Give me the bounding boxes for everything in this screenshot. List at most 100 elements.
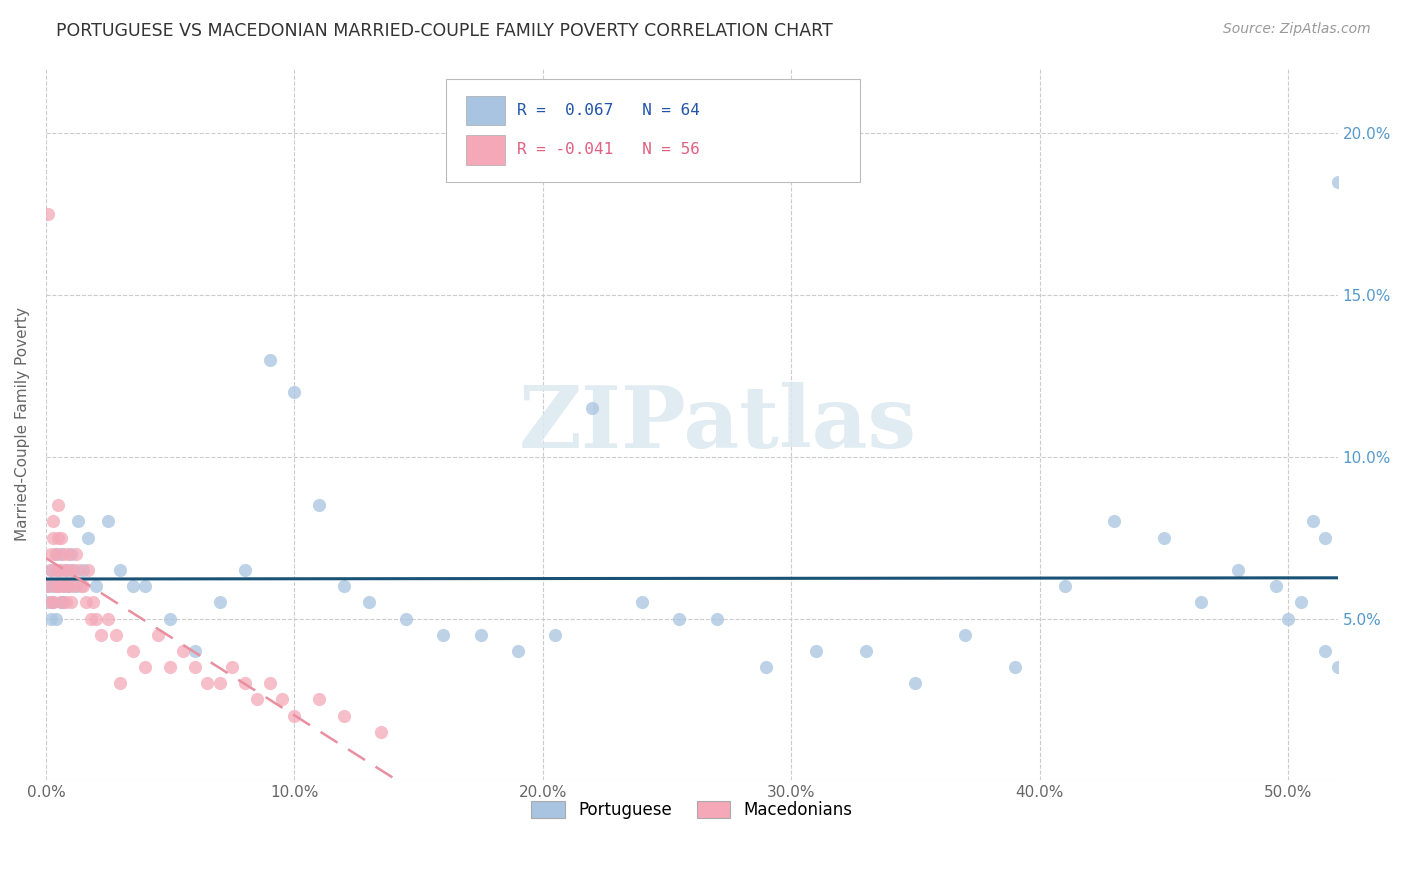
Point [37,595,59,609]
Point [706,611,728,625]
Point [45,547,67,561]
Point [1189,595,1212,609]
Text: PORTUGUESE VS MACEDONIAN MARRIED-COUPLE FAMILY POVERTY CORRELATION CHART: PORTUGUESE VS MACEDONIAN MARRIED-COUPLE … [56,22,832,40]
Point [75,595,97,609]
Point [37,579,59,593]
Point [84,579,107,593]
Point [233,676,256,690]
Point [59,595,82,609]
Point [581,401,603,416]
Text: R =  0.067   N = 64: R = 0.067 N = 64 [517,103,700,118]
Point [333,579,356,593]
Point [122,644,145,658]
Point [1277,611,1299,625]
Point [72,563,94,577]
Point [39,611,62,625]
Point [146,628,169,642]
Point [39,563,62,577]
Point [333,708,356,723]
Point [110,676,132,690]
Point [52,579,75,593]
Point [110,563,132,577]
Point [134,660,156,674]
Point [233,563,256,577]
Text: ZIPatlas: ZIPatlas [519,383,917,467]
Point [246,692,269,706]
Legend: Portuguese, Macedonians: Portuguese, Macedonians [524,794,859,825]
Point [82,595,104,609]
Point [97,515,120,529]
Text: Source: ZipAtlas.com: Source: ZipAtlas.com [1223,22,1371,37]
Point [283,708,305,723]
Point [755,660,778,674]
Point [159,611,181,625]
Point [197,676,219,690]
Bar [465,95,505,126]
Point [48,531,70,545]
Point [67,563,90,577]
Point [1315,644,1337,658]
Point [1264,579,1286,593]
Point [48,579,70,593]
Point [39,595,62,609]
Point [59,563,82,577]
Point [395,611,418,625]
FancyBboxPatch shape [447,79,860,182]
Point [65,547,87,561]
Point [45,611,67,625]
Point [953,628,976,642]
Point [55,563,77,577]
Point [506,644,529,658]
Point [1004,660,1026,674]
Point [855,644,877,658]
Point [49,547,72,561]
Point [59,547,82,561]
Point [49,595,72,609]
Point [172,644,194,658]
Point [184,644,207,658]
Point [65,579,87,593]
Point [69,579,91,593]
Point [308,692,330,706]
Point [55,595,77,609]
Point [77,563,100,577]
Point [39,547,62,561]
Point [259,352,281,367]
Point [1326,175,1348,189]
Bar [465,135,505,165]
Text: R = -0.041   N = 56: R = -0.041 N = 56 [517,142,700,157]
Point [470,628,492,642]
Point [221,660,243,674]
Point [1315,531,1337,545]
Point [283,385,305,400]
Point [90,628,112,642]
Point [84,611,107,625]
Point [77,531,100,545]
Point [357,595,380,609]
Point [49,531,72,545]
Point [52,595,75,609]
Point [80,611,103,625]
Point [49,595,72,609]
Point [544,628,567,642]
Point [631,595,654,609]
Point [159,660,181,674]
Point [271,692,294,706]
Point [1302,515,1324,529]
Point [1153,531,1175,545]
Point [432,628,454,642]
Point [42,531,65,545]
Point [804,644,827,658]
Point [62,563,84,577]
Point [55,563,77,577]
Point [45,563,67,577]
Point [134,579,156,593]
Point [58,579,80,593]
Point [48,563,70,577]
Point [42,595,65,609]
Point [370,724,392,739]
Point [42,579,65,593]
Point [42,515,65,529]
Point [208,595,231,609]
Point [208,676,231,690]
